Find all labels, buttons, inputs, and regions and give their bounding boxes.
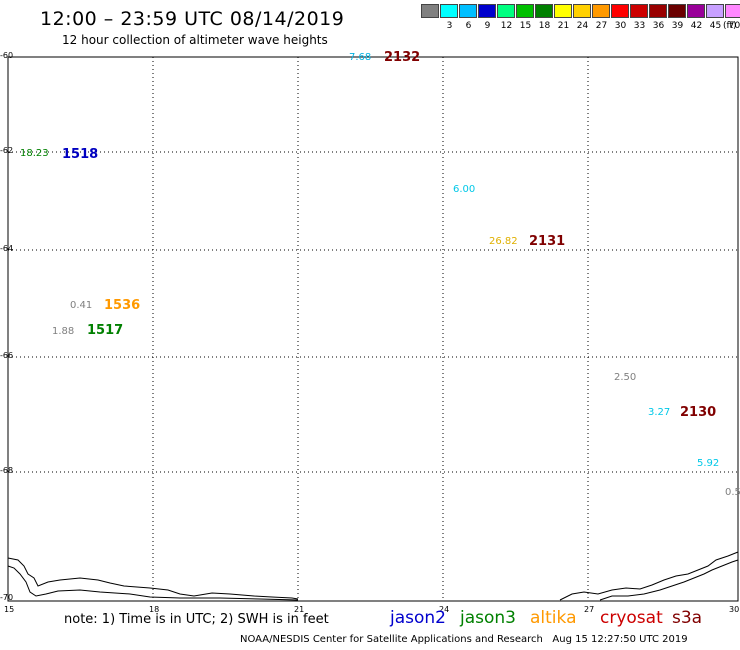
color-scale-label: 27 — [595, 21, 608, 31]
scale-unit: (ft) — [723, 21, 737, 31]
color-scale-entry: 21 — [554, 4, 573, 31]
color-scale-label: 12 — [500, 21, 513, 31]
satellite-legend-jason3: jason3 — [460, 608, 516, 628]
color-swatch — [516, 4, 534, 18]
color-swatch — [573, 4, 591, 18]
color-scale-label: 33 — [633, 21, 646, 31]
color-scale-entry: 6 — [459, 4, 478, 31]
credit-org: NOAA/NESDIS Center for Satellite Applica… — [240, 634, 543, 645]
color-swatch — [668, 4, 686, 18]
coastline — [7, 551, 739, 601]
lon-label: 24 — [439, 605, 450, 614]
color-scale-entry: 15 — [516, 4, 535, 31]
color-scale-entry: 9 — [478, 4, 497, 31]
color-scale-entry: 33 — [630, 4, 649, 31]
lat-label: -62 — [0, 146, 14, 155]
color-swatch — [592, 4, 610, 18]
footer-credit: NOAA/NESDIS Center for Satellite Applica… — [240, 634, 688, 645]
color-scale-entry: 42 — [687, 4, 706, 31]
wave-height-value: 0.41 — [70, 300, 93, 311]
lon-label: 21 — [294, 605, 305, 614]
color-scale-label: 3 — [446, 21, 453, 31]
lon-label: 15 — [4, 605, 15, 614]
color-scale-entry: 3 — [440, 4, 459, 31]
coastline-east — [559, 551, 739, 601]
color-scale-entry: 45 — [706, 4, 725, 31]
color-scale-entry: 24 — [573, 4, 592, 31]
satellite-legend-s3a: s3a — [672, 608, 703, 628]
color-swatch — [440, 4, 458, 18]
wave-height-value: 2.50 — [614, 372, 637, 383]
color-scale-entry: 30 — [611, 4, 630, 31]
color-swatch — [497, 4, 515, 18]
color-scale-label: 6 — [465, 21, 472, 31]
color-scale-label: 30 — [614, 21, 627, 31]
color-swatch — [649, 4, 667, 18]
wave-height-value: 3.27 — [648, 407, 671, 418]
color-swatch — [630, 4, 648, 18]
coastline-east-inner — [599, 559, 739, 601]
wave-height-value: 6.00 — [453, 184, 476, 195]
color-swatch — [687, 4, 705, 18]
color-swatch — [706, 4, 724, 18]
color-scale-label: 18 — [538, 21, 551, 31]
color-scale-label: 70 — [728, 21, 740, 31]
color-scale-label: 15 — [519, 21, 532, 31]
lat-label: -66 — [0, 351, 14, 360]
satellite-legend-jason2: jason2 — [390, 608, 446, 628]
color-swatch — [459, 4, 477, 18]
pass-time-label: 2132 — [384, 50, 421, 65]
color-scale-label: 36 — [652, 21, 665, 31]
lat-label: -64 — [0, 244, 14, 253]
lon-label: 18 — [149, 605, 160, 614]
satellite-legend-cryosat: cryosat — [600, 608, 663, 628]
lat-label: -70 — [0, 593, 14, 602]
pass-time-label: 2131 — [529, 234, 566, 249]
color-swatch — [535, 4, 553, 18]
lat-label: -60 — [0, 51, 14, 60]
color-swatch — [725, 4, 740, 18]
color-swatch — [421, 4, 439, 18]
coastline-west-inner — [7, 565, 299, 601]
coastline-west — [7, 557, 299, 600]
color-swatch — [611, 4, 629, 18]
map-title: 12:00 – 23:59 UTC 08/14/2019 — [40, 8, 345, 30]
color-scale-entry: 12 — [497, 4, 516, 31]
credit-timestamp: Aug 15 12:27:50 UTC 2019 — [552, 634, 688, 645]
footer-note: note: 1) Time is in UTC; 2) SWH is in fe… — [64, 612, 329, 627]
wave-height-value: 0.5 — [725, 487, 740, 498]
color-scale-entry: 36 — [649, 4, 668, 31]
color-swatch — [478, 4, 496, 18]
pass-time-label: 1517 — [87, 323, 124, 338]
color-scale-entry — [421, 4, 440, 18]
wave-height-value: 18.23 — [20, 148, 49, 159]
color-scale-entry: 18 — [535, 4, 554, 31]
lon-label: 27 — [584, 605, 595, 614]
wave-height-value: 5.92 — [697, 458, 720, 469]
pass-time-label: 1518 — [62, 147, 99, 162]
lat-label: -68 — [0, 466, 14, 475]
color-scale-label: 45 — [709, 21, 722, 31]
pass-time-label: 1536 — [104, 298, 141, 313]
wave-height-value: 7.68 — [349, 52, 372, 63]
map-frame — [7, 56, 739, 602]
wave-height-value: 26.82 — [489, 236, 518, 247]
color-scale-entry: 70 — [725, 4, 740, 31]
color-scale-label: 39 — [671, 21, 684, 31]
color-scale-entry: 27 — [592, 4, 611, 31]
color-swatch — [554, 4, 572, 18]
color-scale-label: 42 — [690, 21, 703, 31]
color-scale-label: 24 — [576, 21, 589, 31]
lon-label: 30 — [729, 605, 740, 614]
color-scale-label: 9 — [484, 21, 491, 31]
wave-height-value: 1.88 — [52, 326, 75, 337]
color-scale-label: 21 — [557, 21, 570, 31]
pass-time-label: 2130 — [680, 405, 717, 420]
color-scale-entry: 39 — [668, 4, 687, 31]
satellite-legend-altika: altika — [530, 608, 577, 628]
color-scale: 3 6 9 12 15 18 21 24 27 30 33 36 39 42 4… — [421, 4, 740, 31]
map-subtitle: 12 hour collection of altimeter wave hei… — [62, 33, 328, 47]
